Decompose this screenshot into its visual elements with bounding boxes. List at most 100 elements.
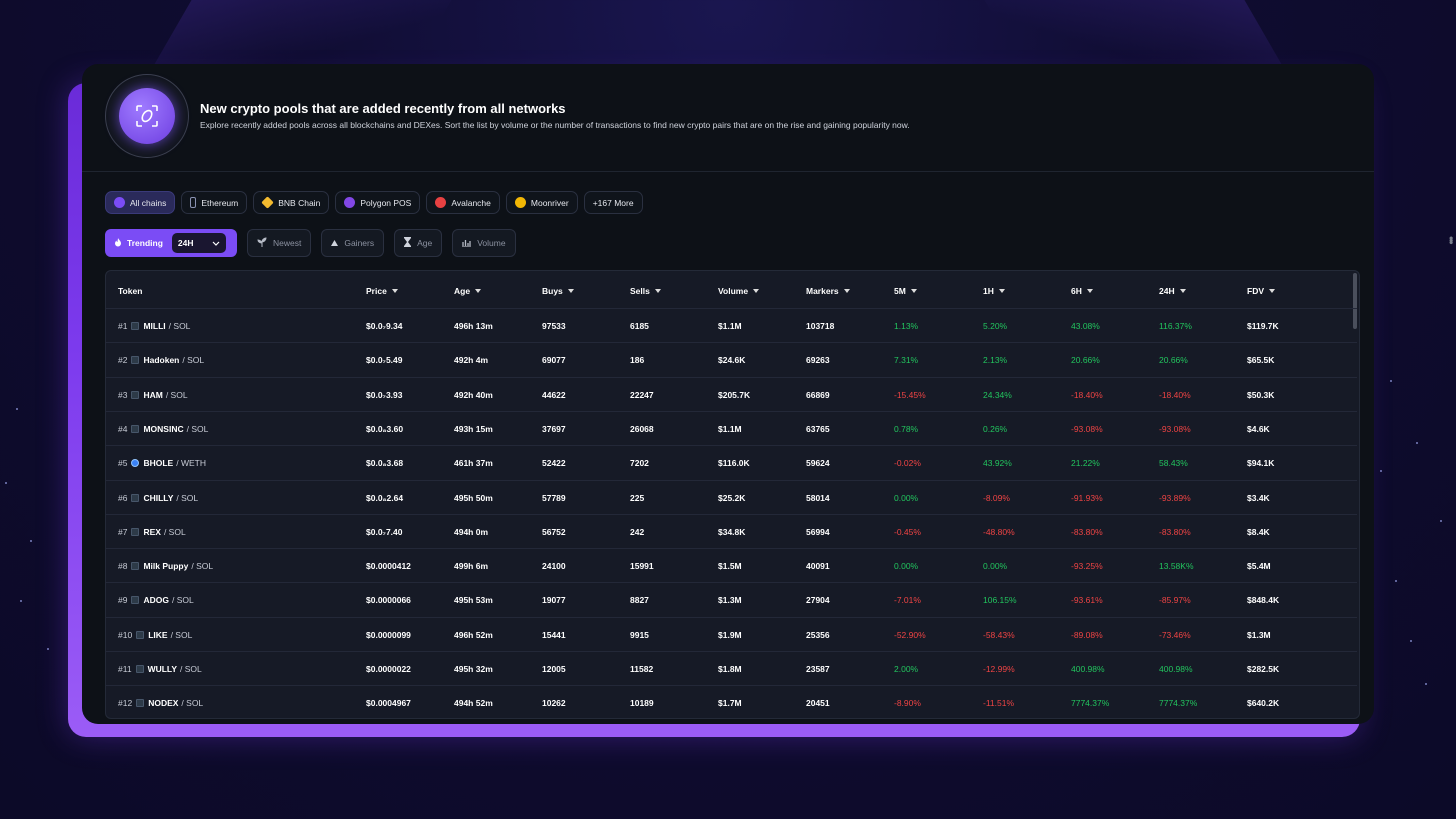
solana-token-icon: [131, 390, 140, 399]
volume-cell: $1.9M: [718, 629, 742, 640]
token-rank: #4: [118, 423, 128, 434]
token-symbol[interactable]: LIKE: [148, 629, 168, 640]
table-row[interactable]: #6 CHILLY / SOL $0.0₈2.64 495h 50m 57789 225 $2…: [106, 479, 1357, 514]
pools-table: Token Price Age Buys Sells Volume Markers 5M 1H 6…: [105, 270, 1360, 719]
table-row[interactable]: #11 WULLY / SOL $0.0000022 495h 32m 12005 1158…: [106, 651, 1357, 685]
h6-cell: -89.08%: [1071, 629, 1103, 640]
chain-chip-avalanche[interactable]: Avalanche: [426, 191, 500, 214]
column-header-fdv[interactable]: FDV: [1247, 274, 1275, 308]
hourglass-icon: [404, 237, 412, 249]
m5-cell: 0.78%: [894, 423, 919, 434]
token-rank: #2: [118, 355, 128, 366]
token-cell: #3 HAM / SOL: [118, 378, 188, 412]
newest-button[interactable]: Newest: [247, 229, 312, 257]
column-header-label: Sells: [630, 286, 650, 296]
price-cell: $0.0000022: [366, 664, 411, 674]
column-header-markers[interactable]: Markers: [806, 274, 850, 308]
more-options-icon[interactable]: •••: [1444, 236, 1456, 243]
makers-cell: 56994: [806, 526, 830, 537]
column-header-24h[interactable]: 24H: [1159, 274, 1186, 308]
table-scrollbar[interactable]: [1353, 273, 1357, 329]
table-row[interactable]: #4 MONSINC / SOL $0.0₈3.60 493h 15m 37697 2606…: [106, 410, 1357, 445]
token-symbol[interactable]: Milk Puppy: [143, 561, 189, 572]
token-quote: / SOL: [176, 492, 199, 503]
sort-caret-icon: [391, 289, 398, 293]
token-symbol[interactable]: WULLY: [147, 664, 177, 674]
h24-cell: -73.46%: [1159, 629, 1191, 640]
table-row[interactable]: #9 ADOG / SOL $0.0000066 495h 53m 19077 8827 $1…: [106, 582, 1357, 616]
gainers-button[interactable]: Gainers: [321, 229, 385, 257]
timeframe-select[interactable]: 24H: [171, 233, 226, 253]
m5-cell: -15.45%: [894, 389, 926, 400]
chain-chip-polygon-pos[interactable]: Polygon POS: [335, 191, 421, 214]
h6-cell: 21.22%: [1071, 458, 1100, 469]
h1-cell: 0.26%: [983, 423, 1008, 434]
table-row[interactable]: #3 HAM / SOL $0.0₇3.93 492h 40m 44622 22247 $20…: [106, 376, 1357, 412]
m5-cell: 7.31%: [894, 355, 919, 366]
m5-cell: 1.13%: [894, 321, 919, 331]
token-symbol[interactable]: MILLI: [143, 321, 166, 331]
price-cell: $0.0₇7.40: [366, 526, 403, 537]
age-button[interactable]: Age: [394, 229, 443, 257]
token-symbol[interactable]: Hadoken: [143, 355, 180, 366]
chain-chip-bnb-chain[interactable]: BNB Chain: [253, 191, 330, 214]
h24-cell: -83.80%: [1159, 526, 1191, 537]
age-cell: 494h 52m: [454, 698, 493, 709]
column-header-volume[interactable]: Volume: [718, 274, 760, 308]
token-symbol[interactable]: MONSINC: [143, 423, 184, 434]
token-rank: #8: [118, 561, 128, 572]
h24-cell: 58.43%: [1159, 458, 1188, 469]
volume-cell: $205.7K: [718, 389, 751, 400]
column-header-price[interactable]: Price: [366, 274, 398, 308]
trending-button[interactable]: Trending 24H: [105, 229, 237, 257]
table-row[interactable]: #5 BHOLE / WETH $0.0₈3.68 461h 37m 52422 7202 $…: [106, 445, 1357, 479]
fdv-cell: $65.5K: [1247, 355, 1275, 366]
sort-caret-icon: [998, 289, 1005, 293]
token-symbol[interactable]: HAM: [143, 389, 163, 400]
sells-cell: 6185: [630, 321, 649, 331]
column-header-5m[interactable]: 5M: [894, 274, 917, 308]
column-header-buys[interactable]: Buys: [542, 274, 574, 308]
column-header-label: 1H: [983, 286, 994, 296]
token-symbol[interactable]: CHILLY: [143, 492, 174, 503]
token-quote: / SOL: [180, 664, 202, 674]
token-symbol[interactable]: ADOG: [143, 595, 169, 606]
table-row[interactable]: #2 Hadoken / SOL $0.0₇5.49 492h 4m 69077 186 $2…: [106, 342, 1357, 376]
chain-chip-moonriver[interactable]: Moonriver: [505, 191, 578, 214]
token-symbol[interactable]: NODEX: [148, 698, 179, 709]
sort-caret-icon: [843, 289, 850, 293]
price-cell: $0.0₈3.60: [366, 423, 404, 434]
table-row[interactable]: #12 NODEX / SOL $0.0004967 494h 52m 10262 1018…: [106, 685, 1357, 718]
token-symbol[interactable]: BHOLE: [143, 458, 174, 469]
fdv-cell: $5.4M: [1247, 561, 1271, 572]
column-header-token: Token: [118, 274, 142, 308]
chain-chip-all-chains[interactable]: All chains: [105, 191, 176, 214]
price-cell: $0.0₇9.34: [366, 321, 403, 331]
solana-token-icon: [131, 493, 140, 502]
table-row[interactable]: #7 REX / SOL $0.0₇7.40 494h 0m 56752 242 $34.8K…: [106, 513, 1357, 548]
table-row[interactable]: #8 Milk Puppy / SOL $0.0000412 499h 6m 24100 1…: [106, 548, 1357, 582]
solana-token-icon: [131, 527, 140, 536]
sort-caret-icon: [1269, 289, 1275, 293]
column-header-6h[interactable]: 6H: [1071, 274, 1093, 308]
column-header-label: Markers: [806, 286, 839, 296]
column-header-label: FDV: [1247, 286, 1264, 296]
h6-cell: -91.93%: [1071, 492, 1103, 503]
h6-cell: 400.98%: [1071, 664, 1105, 674]
column-header-sells[interactable]: Sells: [630, 274, 661, 308]
token-symbol[interactable]: REX: [143, 526, 161, 537]
chain-chip-167-more[interactable]: +167 More: [583, 191, 643, 214]
volume-cell: $1.5M: [718, 561, 742, 572]
makers-cell: 58014: [806, 492, 830, 503]
fdv-cell: $1.3M: [1247, 629, 1271, 640]
page-header: New crypto pools that are added recently…: [82, 64, 1374, 172]
table-row[interactable]: #10 LIKE / SOL $0.0000099 496h 52m 15441 9915 $…: [106, 616, 1357, 651]
column-header-1h[interactable]: 1H: [983, 274, 1005, 308]
table-row[interactable]: #1 MILLI / SOL $0.0₇9.34 496h 13m 97533 6185 $1…: [106, 308, 1357, 342]
volume-button[interactable]: Volume: [452, 229, 516, 257]
h24-cell: 20.66%: [1159, 355, 1188, 366]
column-header-age[interactable]: Age: [454, 274, 482, 308]
chain-chip-ethereum[interactable]: Ethereum: [181, 191, 248, 214]
token-quote: / SOL: [191, 561, 214, 572]
token-rank: #1: [118, 321, 128, 331]
